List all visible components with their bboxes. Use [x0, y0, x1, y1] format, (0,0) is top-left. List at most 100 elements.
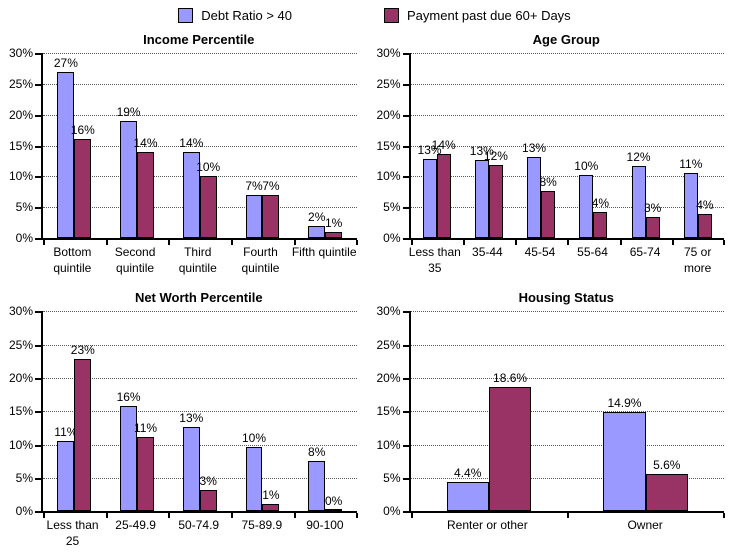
gridline	[410, 114, 724, 116]
y-axis-tick	[402, 444, 409, 447]
y-axis-tick	[402, 511, 409, 514]
chart-housing-status: Housing Status 0% 5% 10% 15% 20% 25% 30% 4.4% 18…	[371, 276, 733, 549]
bar	[325, 231, 343, 238]
bar	[120, 405, 138, 512]
x-category-label: 25-49.9	[115, 518, 156, 533]
gridline	[43, 145, 357, 147]
x-category-label: Fourth quintile	[241, 245, 280, 275]
x-axis-tick	[293, 240, 296, 245]
x-category-label: Bottom quintile	[53, 245, 92, 275]
category-group: 13% 8%	[515, 53, 567, 238]
bar-value-label: 4.4%	[454, 465, 482, 480]
bar-groups: 4.4% 18.6% 14.9% 5.6%	[411, 311, 725, 512]
x-category-label: Less than 35	[408, 245, 461, 275]
y-axis-tick	[35, 411, 41, 414]
y-tick-label: 5%	[383, 200, 401, 215]
x-axis-tick	[355, 240, 358, 245]
x-category-label: Less than 25	[46, 518, 99, 548]
x-category-label: 50-74.9	[178, 518, 220, 533]
x-axis-tick	[671, 240, 674, 245]
bar-value-label: 13%	[522, 141, 547, 156]
x-axis-labels: Less than 25 25-49.9 50-74.9 75-89.9 90-100	[41, 518, 357, 549]
bar-value-label: 2%	[308, 209, 326, 224]
gridline	[43, 344, 357, 346]
y-tick-label: 0%	[383, 504, 401, 519]
category-group: 4.4% 18.6%	[411, 311, 568, 512]
bar	[245, 194, 263, 238]
category-group: 2% 1%	[294, 53, 357, 238]
x-axis-tick	[231, 240, 234, 245]
y-tick-label: 10%	[376, 169, 401, 184]
y-tick-label: 30%	[376, 304, 401, 319]
y-tick-label: 15%	[8, 138, 33, 153]
gridline	[410, 145, 724, 147]
x-category-label: Third quintile	[178, 245, 217, 275]
y-axis-tick	[35, 311, 41, 314]
bar-value-label: 14%	[431, 137, 456, 152]
bar-value-label: 7%	[245, 178, 263, 193]
x-category-label: Second quintile	[114, 245, 156, 275]
category-group: 13% 14%	[411, 53, 463, 238]
y-tick-label: 5%	[15, 470, 33, 485]
category-group: 19% 14%	[106, 53, 169, 238]
x-category-label: 55-64	[577, 245, 608, 259]
bar	[74, 139, 92, 238]
bar	[308, 225, 326, 238]
gridline	[410, 444, 724, 446]
bar	[57, 71, 75, 238]
category-group: 11% 4%	[672, 53, 724, 238]
y-axis: 0% 5% 10% 15% 20% 25% 30%	[3, 47, 41, 244]
bar-value-label: 11%	[133, 421, 158, 436]
bar-value-label: 13%	[417, 143, 442, 158]
gridline	[410, 207, 724, 209]
y-tick-label: 15%	[376, 404, 401, 419]
bar-value-label: 1%	[324, 215, 343, 230]
chart-title: Net Worth Percentile	[134, 290, 263, 306]
bar	[683, 172, 698, 238]
bar	[697, 213, 712, 238]
bar-value-label: 8%	[308, 444, 326, 459]
y-tick-label: 0%	[15, 231, 33, 245]
y-tick-label: 10%	[8, 437, 33, 452]
x-category-label: 45-54	[524, 245, 556, 259]
chart-age-group: Age Group 0% 5% 10% 15% 20% 25% 30% 13% 14% 13% 12…	[371, 30, 733, 276]
gridline	[410, 344, 724, 346]
bar-value-label: 23%	[70, 342, 95, 357]
y-tick-label: 25%	[8, 76, 33, 91]
plot-area: 13% 14% 13% 12% 13% 8% 10% 4% 12% 3% 11% 4%	[402, 53, 725, 245]
x-axis-tick	[43, 513, 45, 519]
y-axis-tick	[402, 344, 409, 347]
y-tick-label: 10%	[8, 169, 33, 184]
category-group: 8% 0%	[294, 311, 357, 512]
x-category-label: 75-89.9	[241, 518, 283, 533]
y-axis-tick	[35, 444, 41, 447]
bar-value-label: 27%	[53, 55, 78, 70]
bar	[199, 176, 217, 238]
chart-income-percentile: Income Percentile 0% 5% 10% 15% 20% 25% 30% 27%…	[3, 30, 365, 276]
bar-value-label: 10%	[241, 431, 266, 446]
x-axis-tick	[567, 513, 570, 519]
bar-value-label: 0%	[324, 494, 343, 509]
plot-area: 27% 16% 19% 14% 14% 10% 7% 7% 2% 1%	[35, 53, 358, 245]
bar	[199, 489, 217, 512]
gridline	[43, 53, 357, 54]
bar	[325, 509, 343, 512]
x-axis-tick	[355, 513, 358, 519]
category-group: 14.9% 5.6%	[567, 311, 724, 512]
y-axis-tick	[35, 207, 41, 210]
bar	[527, 157, 542, 238]
x-category-label: Fifth quintile	[291, 245, 357, 259]
x-axis-tick	[43, 240, 45, 245]
bar-groups: 11% 23% 16% 11% 13% 3% 10% 1% 8% 0%	[43, 311, 357, 512]
bar	[436, 153, 451, 238]
x-axis-tick	[410, 513, 413, 519]
legend-item: Debt Ratio > 40	[178, 7, 292, 23]
bar	[120, 120, 138, 238]
bar	[262, 503, 280, 512]
y-tick-label: 20%	[8, 107, 33, 122]
y-axis: 0% 5% 10% 15% 20% 25% 30%	[371, 47, 409, 244]
bar	[182, 426, 200, 512]
x-axis-labels: Less than 35 35-44 45-54 55-64 65-74 75 or mo…	[409, 245, 725, 276]
y-axis-tick	[35, 477, 41, 480]
y-axis-tick	[35, 176, 41, 179]
